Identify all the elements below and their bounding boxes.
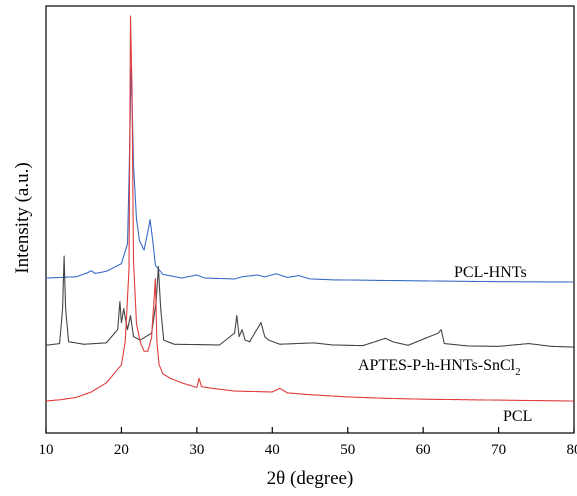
y-axis-title: Intensity (a.u.) — [12, 162, 33, 273]
series-line-1 — [45, 255, 575, 349]
series-label-main-2: PCL — [503, 408, 532, 425]
x-tick-label-10: 10 — [39, 442, 54, 458]
x-tick-label-60: 60 — [416, 442, 431, 458]
x-tick-label-80: 80 — [567, 442, 577, 458]
series-label-main-0: PCL-HNTs — [454, 264, 527, 281]
series-label-0: PCL-HNTs — [454, 264, 527, 281]
plot-frame — [45, 5, 575, 434]
series-label-subscript-1: 2 — [515, 366, 521, 378]
series-label-main-1: APTES-P-h-HNTs-SnCl — [358, 357, 516, 374]
series-line-2 — [45, 15, 575, 403]
x-tick-label-30: 30 — [189, 442, 204, 458]
series-label-1: APTES-P-h-HNTs-SnCl2 — [358, 357, 521, 378]
x-tick-label-70: 70 — [491, 442, 506, 458]
series-group — [45, 15, 575, 403]
x-axis-title: 2θ (degree) — [267, 468, 354, 489]
x-tick-label-50: 50 — [340, 442, 355, 458]
x-tick-label-40: 40 — [265, 442, 280, 458]
series-label-2: PCL — [503, 408, 532, 425]
series-line-0 — [46, 66, 575, 283]
plot-area — [45, 5, 575, 434]
series-labels: PCL-HNTs APTES-P-h-HNTs-SnCl2 PCL — [358, 264, 532, 425]
x-axis: 10 20 30 40 50 60 70 80 — [39, 427, 577, 458]
x-tick-label-20: 20 — [114, 442, 129, 458]
